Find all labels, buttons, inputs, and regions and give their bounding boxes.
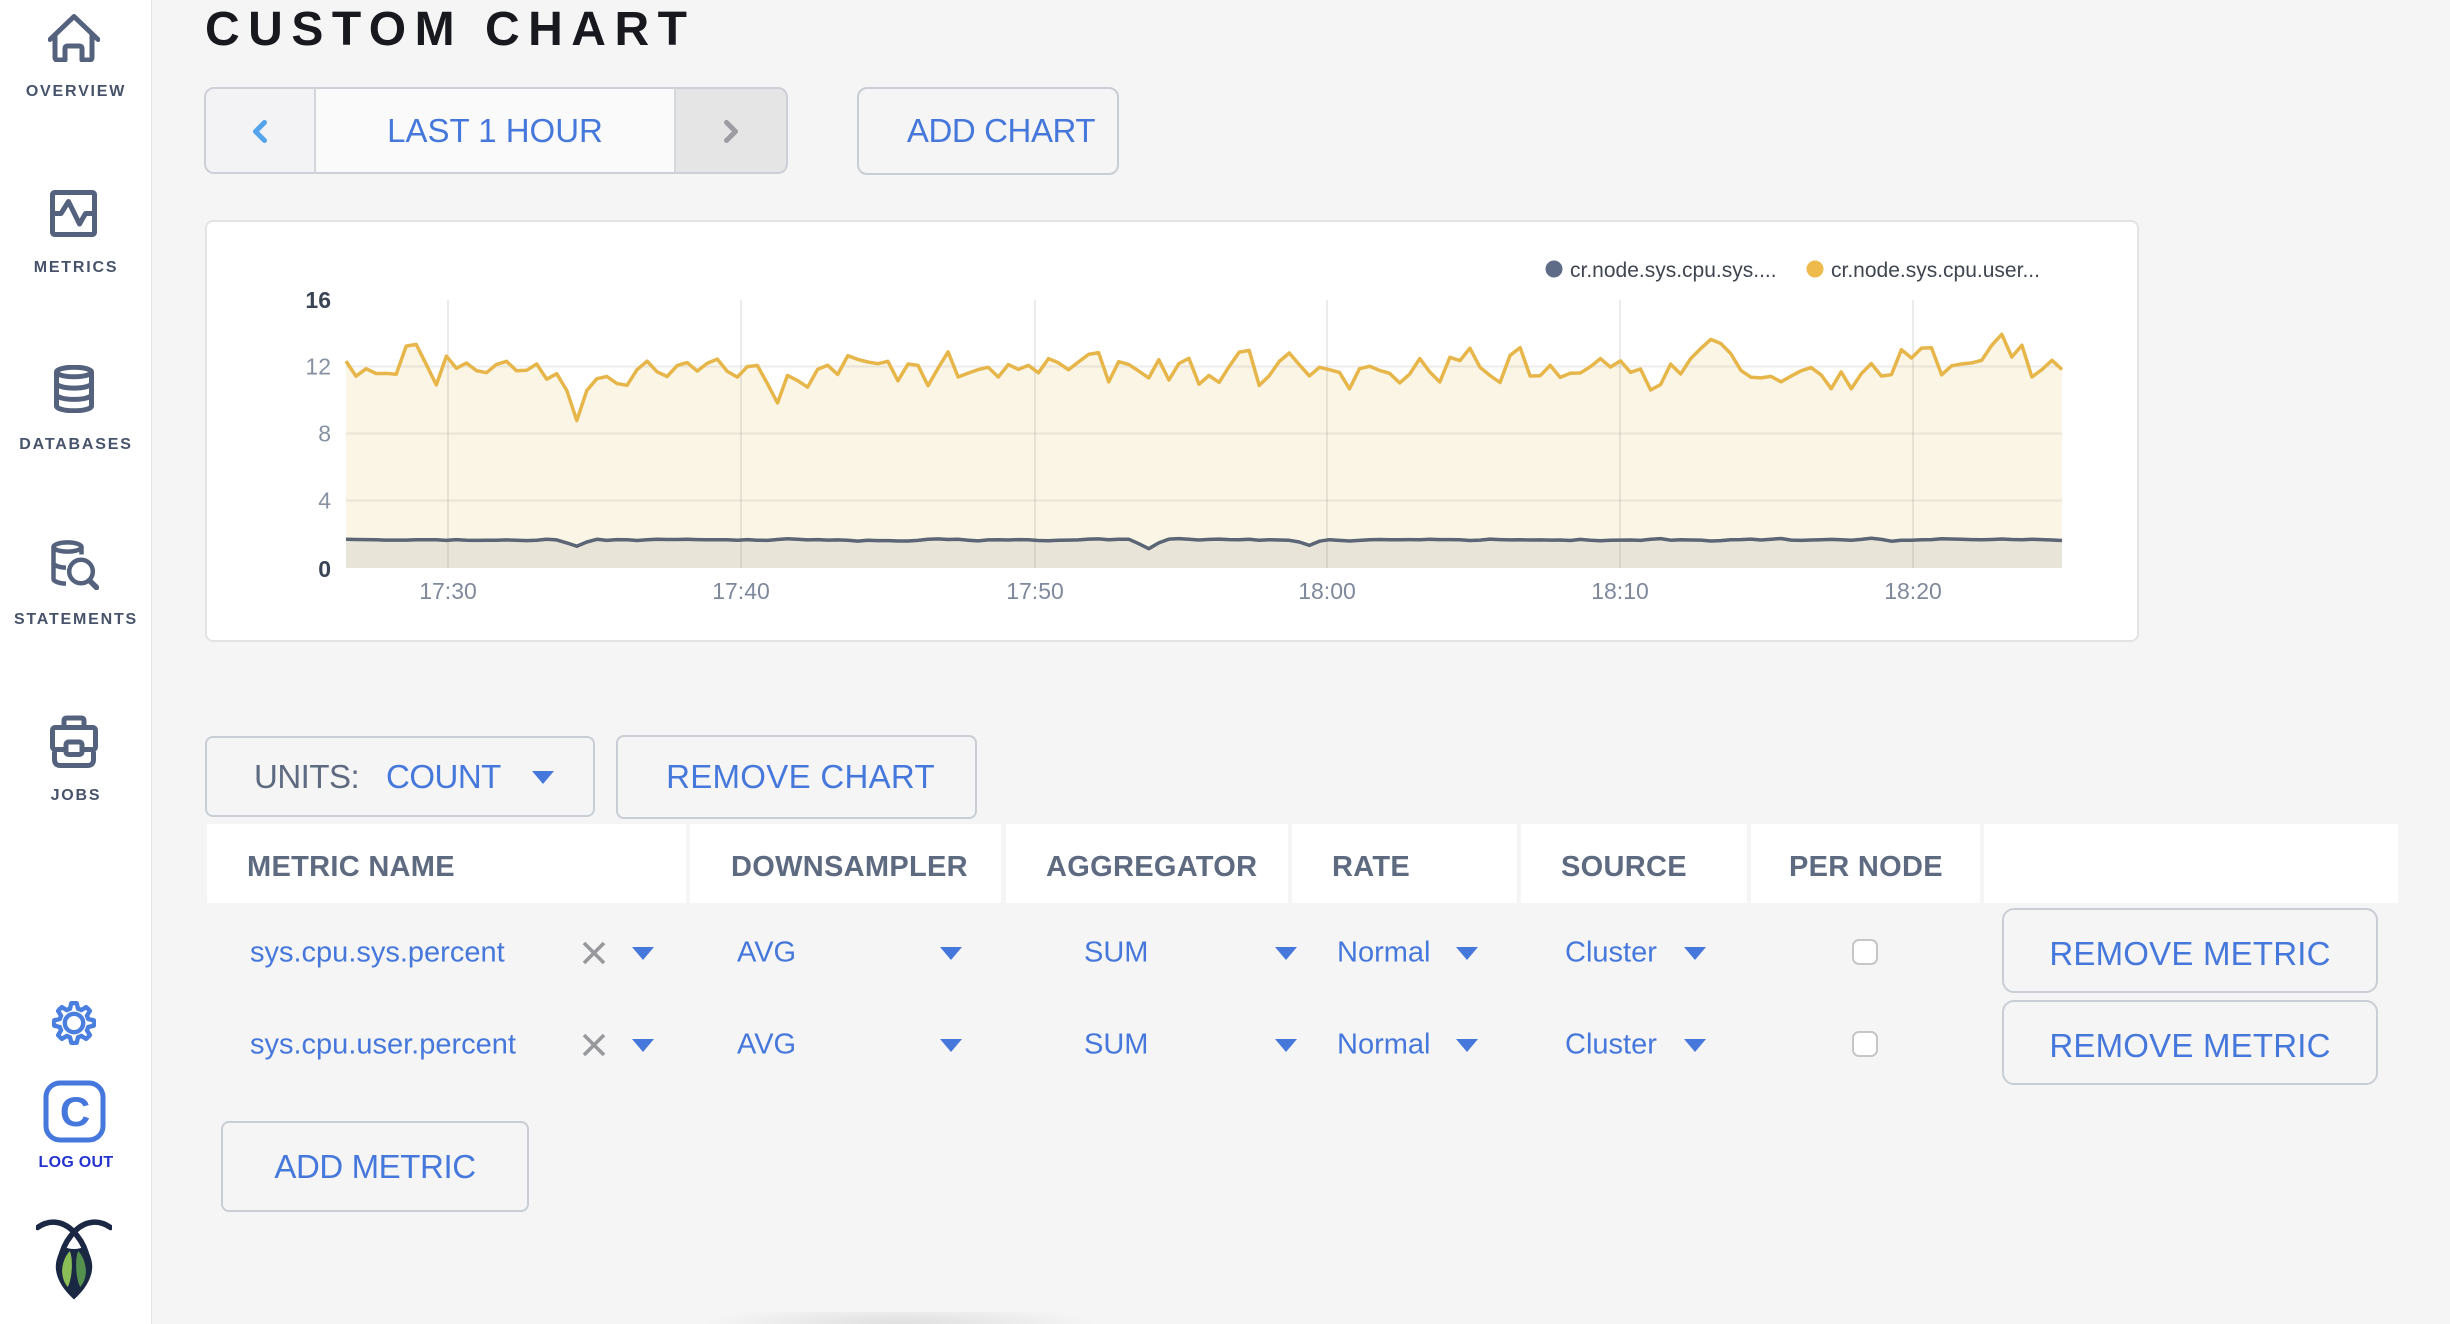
svg-text:0: 0 [318, 556, 331, 582]
svg-text:17:40: 17:40 [712, 578, 770, 604]
svg-text:18:00: 18:00 [1298, 578, 1356, 604]
svg-text:C: C [60, 1088, 90, 1135]
svg-text:8: 8 [318, 421, 331, 447]
svg-text:18:20: 18:20 [1884, 578, 1942, 604]
svg-text:18:10: 18:10 [1591, 578, 1649, 604]
svg-text:17:30: 17:30 [419, 578, 477, 604]
svg-text:17:50: 17:50 [1006, 578, 1064, 604]
svg-text:4: 4 [318, 488, 331, 514]
svg-text:12: 12 [305, 354, 331, 380]
svg-text:cr.node.sys.cpu.sys....: cr.node.sys.cpu.sys.... [1570, 259, 1777, 282]
svg-text:cr.node.sys.cpu.user...: cr.node.sys.cpu.user... [1831, 259, 2040, 282]
svg-text:16: 16 [305, 287, 331, 313]
